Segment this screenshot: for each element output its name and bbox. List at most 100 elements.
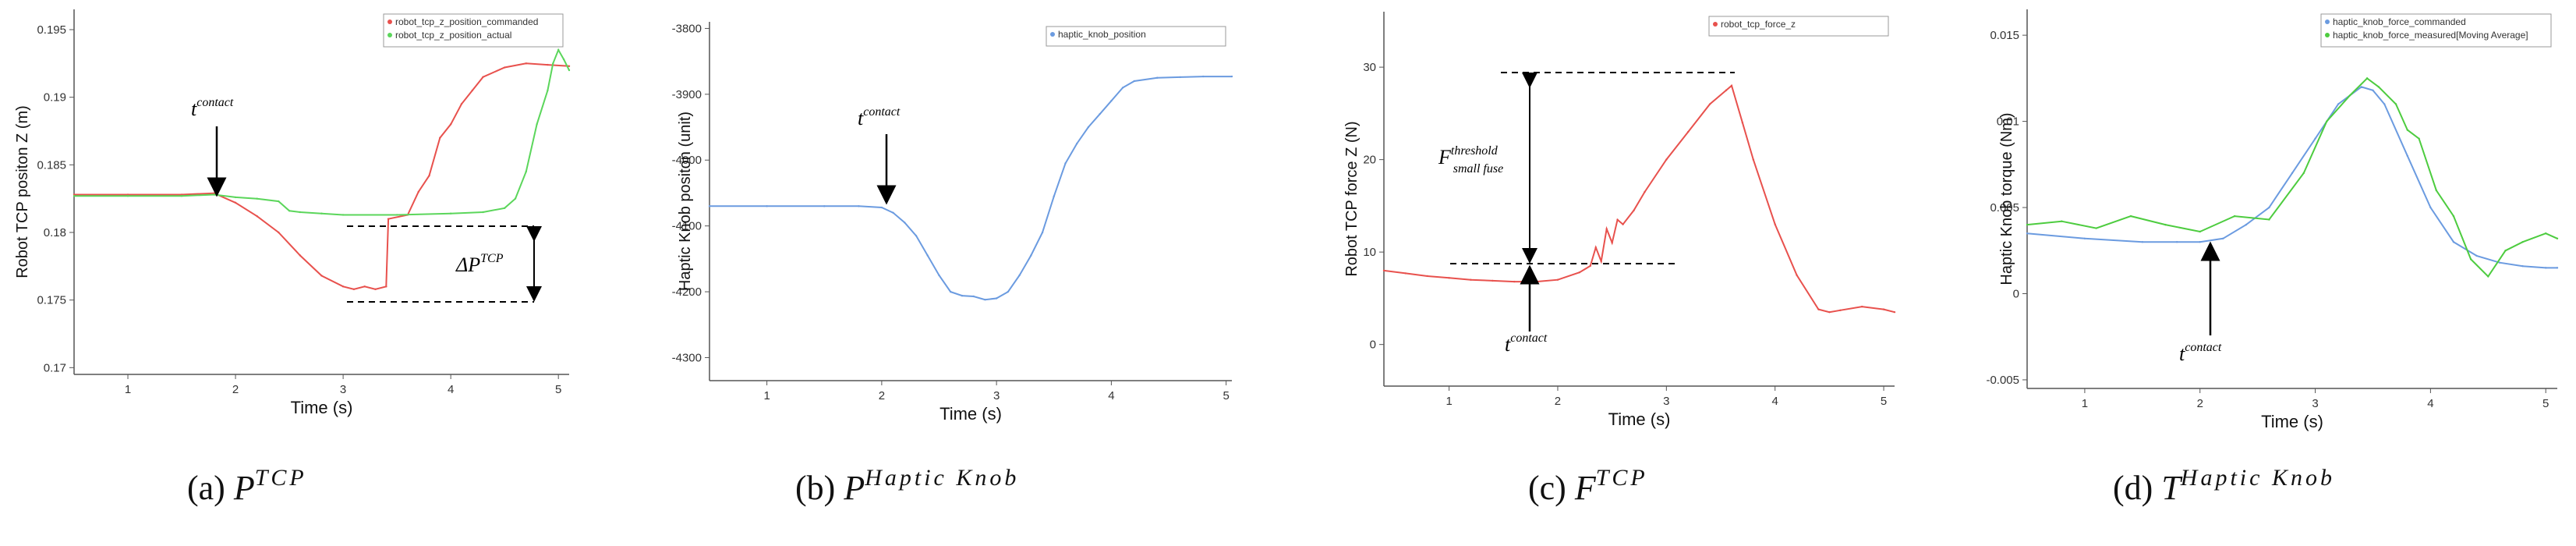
data-point <box>2326 120 2328 122</box>
data-point <box>2418 137 2420 140</box>
x-tick-label: 1 <box>1445 395 1452 408</box>
legend-label: robot_tcp_force_z <box>1721 19 1796 30</box>
annotations-a: tcontact ΔPTCP <box>191 96 542 303</box>
annotation-sub: small fuse <box>1453 162 1503 176</box>
data-point <box>2175 241 2178 243</box>
series-line-1 <box>2026 77 2558 278</box>
data-point <box>1513 280 1516 283</box>
data-point <box>1882 308 1885 310</box>
annotation-text: tcontact <box>191 96 234 120</box>
data-point <box>950 290 952 293</box>
data-point <box>126 195 129 197</box>
data-point <box>1041 231 1044 234</box>
data-point <box>557 48 560 51</box>
annotation-text: Fthreshold small fuse <box>1438 144 1503 176</box>
data-point <box>1860 305 1863 308</box>
y-tick-label: 0.005 <box>1990 201 2019 214</box>
data-point <box>2377 86 2380 88</box>
data-point <box>2026 232 2029 235</box>
data-point <box>823 205 826 207</box>
x-axis-label: Time (s) <box>939 404 1002 424</box>
x-tick-label: 5 <box>555 383 561 396</box>
data-point <box>482 211 484 214</box>
data-point <box>1725 89 1728 91</box>
data-point <box>1817 308 1820 310</box>
annotation-sup: contact <box>196 96 234 109</box>
data-point <box>2268 218 2270 221</box>
x-tick-label: 5 <box>1881 395 1887 408</box>
data-point <box>2245 223 2248 226</box>
data-point <box>1839 309 1842 312</box>
data-point <box>536 123 538 126</box>
data-point <box>387 218 390 220</box>
legend-box <box>1046 26 1226 47</box>
x-tick-label: 4 <box>448 383 454 396</box>
data-point <box>126 193 129 196</box>
legend-box <box>1708 16 1889 37</box>
data-point <box>1605 228 1608 230</box>
data-point <box>2129 214 2132 218</box>
annotation-base: t <box>1505 333 1511 356</box>
y-tick-label: 30 <box>1363 61 1376 74</box>
annotation-text: tcontact <box>2179 341 2222 365</box>
annotation-text: tcontact <box>1505 332 1548 356</box>
legend-box <box>2320 13 2552 48</box>
data-point <box>1426 275 1428 278</box>
y-axis-label: Haptic Knob torque (Nm) <box>1998 112 2015 285</box>
data-point <box>525 62 527 65</box>
data-point <box>1030 254 1032 257</box>
data-point <box>1110 100 1113 102</box>
data-point <box>984 298 986 301</box>
y-tick-label: 0.18 <box>44 226 66 239</box>
data-point <box>562 58 565 61</box>
data-point <box>2556 237 2559 240</box>
x-tick-label: 1 <box>125 383 131 396</box>
data-point <box>1611 242 1613 244</box>
data-point <box>503 207 506 209</box>
data-point <box>1087 126 1090 129</box>
data-point <box>1774 223 1776 225</box>
data-point <box>428 175 430 177</box>
data-point <box>961 294 964 297</box>
series-line-1 <box>74 48 570 216</box>
data-point <box>938 274 940 277</box>
x-tick-label: 1 <box>2082 397 2088 410</box>
legend-swatch <box>1713 22 1718 27</box>
data-point <box>2291 172 2294 175</box>
data-point <box>2487 275 2489 278</box>
data-point <box>180 193 183 196</box>
annotation-sup: contact <box>863 105 901 119</box>
data-point <box>892 211 894 214</box>
y-tick-label: 0.175 <box>37 294 66 307</box>
x-tick-label: 3 <box>993 389 1000 402</box>
y-axis-label: Robot TCP positon Z (m) <box>14 105 31 278</box>
data-point <box>2164 223 2167 226</box>
y-tick-label: 0.015 <box>1990 29 2019 42</box>
data-point <box>1133 80 1136 83</box>
data-point <box>320 212 323 214</box>
x-tick-label: 3 <box>340 383 346 396</box>
data-point <box>2302 172 2305 175</box>
data-point <box>2372 89 2374 92</box>
data-point <box>2083 237 2086 240</box>
data-point <box>73 195 76 197</box>
x-tick-label: 1 <box>763 389 770 402</box>
annotation-text: ΔPTCP <box>455 252 504 276</box>
data-point <box>2365 77 2369 80</box>
data-point <box>514 197 517 200</box>
data-point <box>1179 76 1181 79</box>
x-axis-label: Time (s) <box>1608 410 1671 429</box>
data-point <box>1616 218 1619 221</box>
x-tick-label: 2 <box>1555 395 1561 408</box>
data-point <box>1556 278 1559 281</box>
data-point <box>2026 223 2029 226</box>
data-point <box>1594 246 1597 249</box>
x-tick-label: 2 <box>232 383 239 396</box>
data-point <box>2314 137 2316 140</box>
annotation-base: t <box>858 107 864 129</box>
data-point <box>2360 86 2362 88</box>
data-point <box>278 231 280 234</box>
data-point <box>880 206 883 209</box>
data-point <box>1121 87 1124 89</box>
legend-swatch <box>2325 33 2330 37</box>
